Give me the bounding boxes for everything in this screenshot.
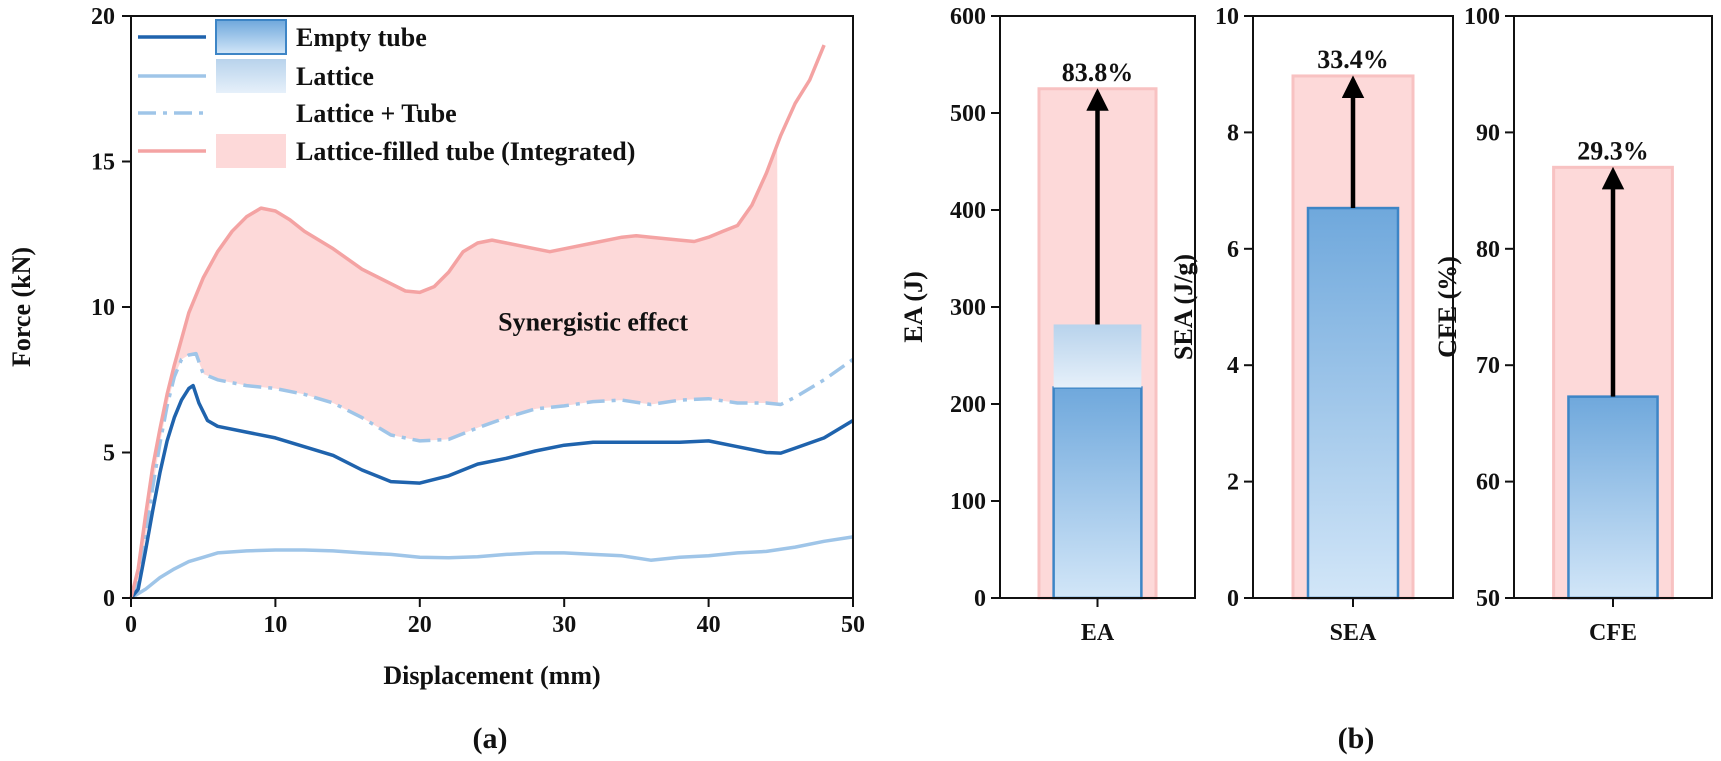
increase-percent-label: 29.3% — [1577, 136, 1649, 165]
legend-label: Lattice-filled tube (Integrated) — [296, 137, 635, 166]
y-axis-label: EA (J) — [899, 271, 928, 343]
y-tick-label: 300 — [950, 295, 986, 321]
y-tick-label: 0 — [974, 586, 986, 612]
y-axis-label: SEA (J/g) — [1169, 254, 1198, 360]
bar-chart-cfe-panel: 29.3% 50 60 70 80 90 100 CFE CFE (%) — [1433, 4, 1713, 646]
bar-empty-tube — [1306, 206, 1400, 600]
y-axis-label: Force (kN) — [7, 247, 36, 367]
x-tick-label: 0 — [125, 612, 137, 638]
x-category-label: CFE — [1589, 620, 1637, 646]
y-tick-label: 2 — [1227, 470, 1239, 496]
caption-a: (a) — [473, 722, 508, 755]
caption-b: (b) — [1338, 722, 1375, 755]
y-tick-label: 20 — [91, 4, 115, 30]
y-tick-label: 80 — [1476, 237, 1500, 263]
series-line-lattice-filled-tube-integrated- — [129, 44, 826, 599]
y-tick-label: 15 — [91, 150, 115, 176]
y-axis-label: CFE (%) — [1433, 256, 1462, 358]
legend-fill-swatch — [216, 59, 286, 93]
series-line-empty-tube — [129, 383, 854, 600]
y-tick-label: 50 — [1476, 586, 1500, 612]
y-tick-label: 200 — [950, 392, 986, 418]
increase-percent-label: 83.8% — [1062, 58, 1134, 87]
x-category-label: SEA — [1330, 620, 1377, 646]
y-tick-label: 90 — [1476, 120, 1500, 146]
legend-fill-swatch — [216, 134, 286, 168]
x-tick-label: 40 — [697, 612, 721, 638]
y-tick-label: 10 — [1215, 4, 1239, 30]
synergistic-effect-label: Synergistic effect — [498, 307, 688, 336]
bar-empty-tube — [1567, 395, 1659, 600]
y-tick-label: 6 — [1227, 237, 1239, 263]
x-tick-label: 10 — [263, 612, 287, 638]
legend-label: Empty tube — [296, 23, 427, 52]
y-tick-label: 60 — [1476, 470, 1500, 496]
x-tick-label: 50 — [841, 612, 865, 638]
y-tick-label: 0 — [103, 586, 115, 612]
y-tick-label: 600 — [950, 4, 986, 30]
y-tick-label: 400 — [950, 198, 986, 224]
bar-chart-sea-panel: 33.4% 0 2 4 6 8 10 SEA SEA (J/g) — [1169, 4, 1454, 646]
x-axis-label: Displacement (mm) — [383, 661, 600, 690]
legend-fill-swatch — [215, 19, 287, 55]
synergistic-shaded-region — [131, 144, 778, 598]
y-tick-label: 0 — [1227, 586, 1239, 612]
y-tick-label: 100 — [950, 489, 986, 515]
bar-chart-ea-panel: 83.8% 0 100 200 300 400 500 600 EA EA (J) — [899, 4, 1196, 646]
bar-lattice — [1053, 324, 1142, 388]
y-tick-label: 8 — [1227, 120, 1239, 146]
y-tick-label: 70 — [1476, 353, 1500, 379]
x-tick-label: 20 — [408, 612, 432, 638]
increase-percent-label: 33.4% — [1317, 45, 1389, 74]
series-line-lattice-tube — [129, 351, 855, 599]
bar-empty-tube — [1052, 386, 1143, 600]
y-tick-label: 4 — [1227, 353, 1239, 379]
y-tick-label: 500 — [950, 101, 986, 127]
x-category-label: EA — [1081, 620, 1115, 646]
y-tick-label: 10 — [91, 295, 115, 321]
x-tick-label: 30 — [552, 612, 576, 638]
legend: Empty tube Lattice Lattice + Tube Lattice-f… — [138, 19, 635, 168]
y-tick-label: 100 — [1464, 4, 1500, 30]
y-tick-label: 5 — [103, 441, 115, 467]
legend-label: Lattice + Tube — [296, 99, 457, 128]
series-line-lattice — [130, 535, 854, 600]
line-chart-panel: 0 10 20 30 40 50 0 5 10 15 20 Displacement (mm) Forc… — [7, 4, 865, 690]
legend-label: Lattice — [296, 62, 374, 91]
